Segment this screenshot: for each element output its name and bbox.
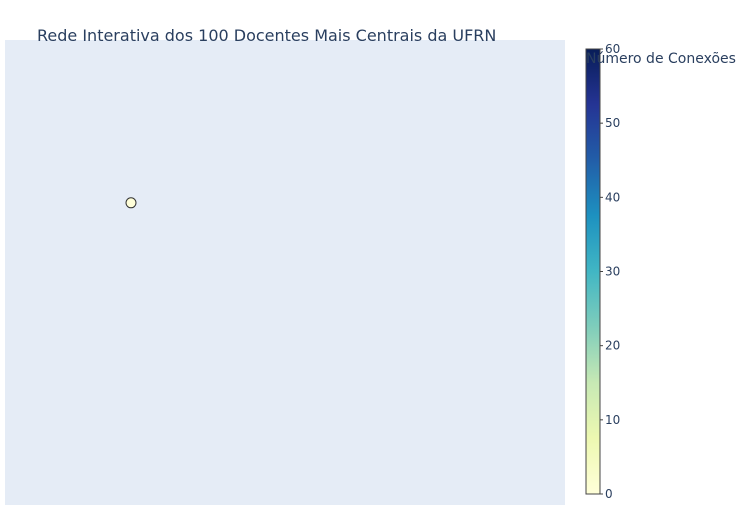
colorbar-tick-label: 10 [605, 413, 620, 427]
plot-area[interactable] [5, 40, 565, 505]
chart-title: Rede Interativa dos 100 Docentes Mais Ce… [37, 26, 496, 45]
colorbar-gradient [585, 48, 601, 495]
colorbar-tick-label: 50 [605, 116, 620, 130]
colorbar-tick-label: 30 [605, 265, 620, 279]
colorbar-tick-label: 40 [605, 190, 620, 204]
colorbar-tick-label: 60 [605, 42, 620, 56]
colorbar-tick-label: 20 [605, 339, 620, 353]
colorbar-ticks: 0 10 20 30 40 50 60 [600, 42, 620, 501]
markers-layer [125, 197, 137, 209]
colorbar-tick-label: 0 [605, 487, 613, 501]
colorbar-title: Número de Conexões [586, 51, 736, 67]
node-marker[interactable] [125, 197, 137, 209]
colorbar: 0 10 20 30 40 50 60 Número de Conexões [585, 42, 736, 501]
